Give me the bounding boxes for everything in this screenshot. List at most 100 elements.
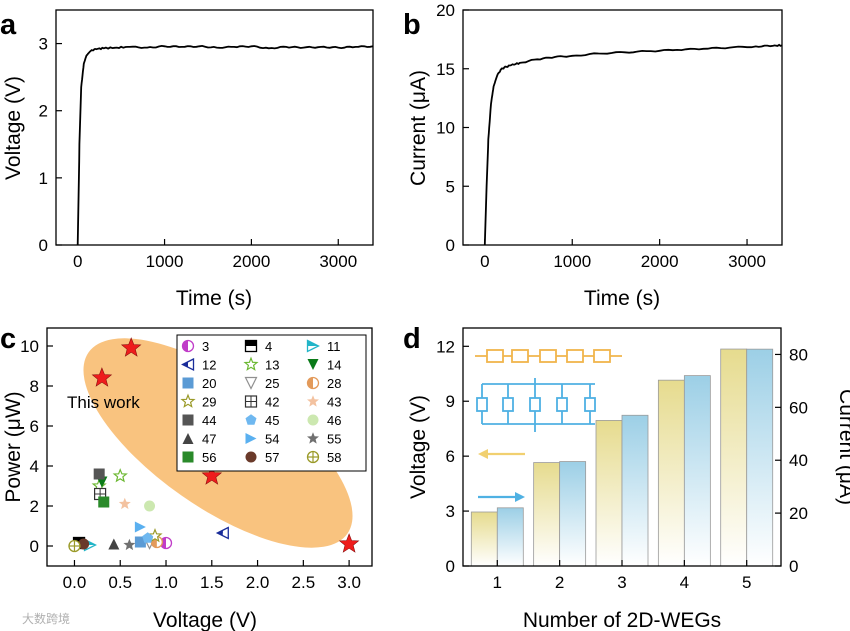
legend-marker-42 — [244, 395, 258, 408]
data-point-ref-44 — [93, 468, 105, 480]
legend-marker-43 — [307, 395, 319, 407]
panel-label-c: c — [0, 323, 16, 355]
this-work-star — [91, 367, 113, 387]
legend-marker-25 — [244, 376, 258, 390]
panel-a-voltage-vs-time: a 0 1000 2000 3000 0 1 2 3 Time (s) Voltage (V) — [0, 9, 374, 310]
plot-frame-b — [462, 9, 783, 246]
legend-c: 3 4 11 12 13 14 20 25 28 29 42 43 44 45 46 47 54 55 56 57 58 — [176, 334, 367, 472]
y-tick-label: 60 — [789, 398, 808, 417]
x-tick-label: 3000 — [319, 252, 357, 271]
y-tick-label: 2 — [39, 102, 48, 121]
legend-marker-46 — [307, 414, 319, 426]
legend-marker-4 — [244, 339, 258, 353]
current-bar — [496, 507, 524, 567]
x-axis-title-a: Time (s) — [176, 287, 252, 310]
x-tick-label: 3 — [617, 573, 626, 592]
data-point-ref-46 — [144, 500, 156, 512]
y-tick-label: 3 — [446, 502, 455, 521]
legend-label-57: 57 — [265, 450, 279, 465]
y-tick-label: 12 — [436, 337, 455, 356]
data-point-ref-43 — [118, 497, 131, 510]
legend-marker-13 — [243, 356, 259, 371]
x-tick-label: 0.5 — [108, 573, 132, 592]
legend-label-3: 3 — [202, 339, 209, 354]
voltage-bar — [720, 348, 748, 567]
panel-b-current-vs-time: b 0 1000 2000 3000 0 5 10 15 20 Time (s) Current… — [403, 1, 783, 310]
y-tick-label: 0 — [789, 557, 798, 576]
x-tick-label: 2 — [555, 573, 564, 592]
legend-box-c — [176, 334, 367, 472]
series-circuit-icon — [475, 349, 622, 363]
legend-marker-12 — [181, 357, 195, 372]
current-trace-b — [483, 43, 783, 246]
legend-label-42: 42 — [265, 395, 279, 410]
y2-axis-title-d: Current (μA) — [835, 389, 850, 505]
y-tick-label: 80 — [789, 345, 808, 364]
legend-marker-54 — [245, 433, 257, 444]
data-point-ref-45 — [142, 532, 154, 543]
ticks-b: 0 1000 2000 3000 0 5 10 15 20 — [436, 1, 766, 271]
current-bar — [683, 375, 711, 567]
legend-label-46: 46 — [327, 413, 341, 428]
x-tick-label: 4 — [680, 573, 689, 592]
panel-label-b: b — [403, 9, 421, 41]
legend-label-28: 28 — [327, 376, 341, 391]
legend-marker-28 — [306, 376, 320, 390]
y-tick-label: 20 — [789, 504, 808, 523]
y-axis-title-a: Voltage (V) — [2, 76, 25, 180]
x-axis-title-c: Voltage (V) — [153, 609, 257, 631]
legend-marker-44 — [182, 414, 194, 426]
panel-label-d: d — [403, 323, 421, 355]
watermark: 大数跨境 — [22, 611, 70, 626]
this-work-star — [338, 533, 360, 553]
x-tick-label: 3.0 — [337, 573, 361, 592]
y-axis-title-d: Voltage (V) — [407, 395, 430, 499]
y-tick-label: 10 — [20, 337, 39, 356]
x-tick-label: 2.5 — [292, 573, 316, 592]
data-point-ref-58 — [68, 539, 81, 553]
panel-label-a: a — [0, 9, 17, 41]
legend-marker-55 — [307, 432, 319, 444]
data-point-ref-29 — [147, 528, 163, 543]
parallel-circuit-icon — [476, 378, 596, 432]
y-tick-label: 0 — [30, 537, 39, 556]
legend-marker-45 — [245, 414, 257, 425]
x-tick-label: 0 — [480, 252, 489, 271]
y-tick-label: 0 — [39, 236, 48, 255]
legend-label-47: 47 — [202, 432, 216, 447]
this-work-star — [120, 337, 142, 357]
x-tick-label: 2000 — [641, 252, 679, 271]
legend-marker-11 — [306, 339, 320, 353]
x-axis-title-b: Time (s) — [584, 287, 660, 310]
legend-marker-47 — [182, 433, 194, 444]
legend-label-20: 20 — [202, 376, 216, 391]
legend-marker-58 — [306, 450, 320, 464]
x-tick-label: 0 — [73, 252, 82, 271]
legend-marker-14 — [307, 359, 319, 370]
x-tick-label: 1.0 — [154, 573, 178, 592]
ticks-a: 0 1000 2000 3000 0 1 2 3 — [39, 35, 358, 271]
legend-marker-56 — [182, 451, 194, 463]
data-point-ref-47 — [108, 538, 120, 550]
x-tick-label: 2.0 — [246, 573, 270, 592]
voltage-bar — [657, 379, 685, 567]
data-point-ref-54 — [134, 521, 146, 533]
y-tick-label: 8 — [30, 377, 39, 396]
plot-frame-c — [46, 327, 373, 567]
x-tick-label: 2000 — [232, 252, 270, 271]
legend-label-25: 25 — [265, 376, 279, 391]
x-tick-label: 1.5 — [200, 573, 224, 592]
y-tick-label: 0 — [446, 236, 455, 255]
x-tick-label: 5 — [742, 573, 751, 592]
data-point-ref-56 — [98, 496, 110, 508]
legend-label-54: 54 — [265, 432, 279, 447]
legend-label-4: 4 — [265, 339, 272, 354]
legend-label-45: 45 — [265, 413, 279, 428]
x-tick-label: 3000 — [728, 252, 766, 271]
legend-marker-20 — [182, 377, 194, 389]
this-work-star — [201, 465, 223, 485]
legend-label-44: 44 — [202, 413, 216, 428]
